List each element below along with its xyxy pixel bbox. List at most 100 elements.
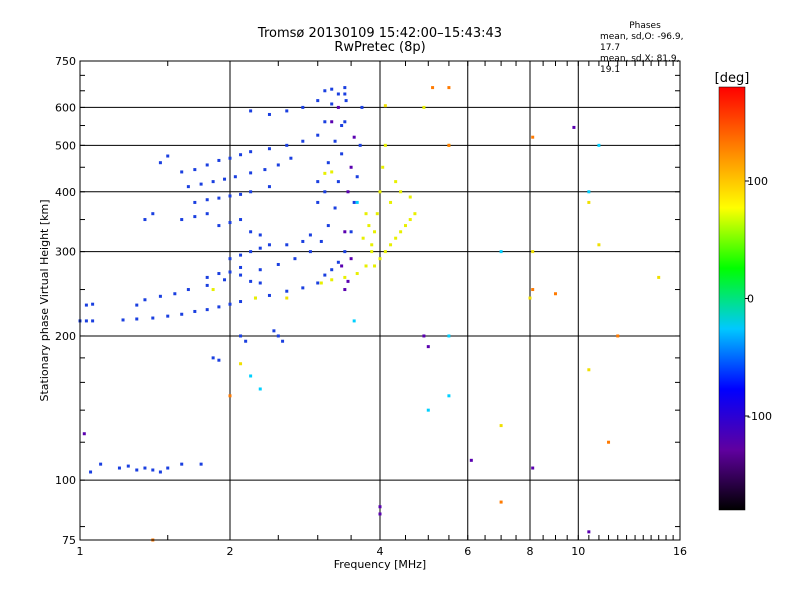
echo-point — [301, 105, 305, 109]
echo-point — [180, 170, 184, 174]
echo-point — [151, 212, 155, 216]
echo-point — [375, 212, 379, 216]
echo-point — [143, 466, 147, 470]
echo-point — [151, 468, 155, 472]
echo-point — [249, 279, 253, 283]
echo-point — [336, 92, 340, 96]
echo-point — [333, 206, 337, 210]
echo-point — [308, 250, 312, 254]
echo-point — [180, 312, 184, 316]
x-tick-label: 6 — [464, 545, 471, 558]
echo-point — [205, 198, 209, 202]
echo-point — [381, 165, 385, 169]
echo-point — [84, 303, 88, 307]
echo-point — [276, 163, 280, 167]
echo-point — [301, 239, 305, 243]
echo-point — [99, 462, 103, 466]
echo-point — [316, 200, 320, 204]
echo-point — [349, 165, 353, 169]
echo-point — [389, 243, 393, 247]
echo-point — [158, 161, 162, 165]
echo-point — [158, 294, 162, 298]
echo-point — [205, 308, 209, 312]
echo-point — [199, 462, 203, 466]
echo-point — [447, 143, 451, 147]
echo-point — [217, 196, 221, 200]
echo-point — [135, 317, 139, 321]
echo-point — [344, 99, 348, 103]
echo-point — [244, 339, 248, 343]
echo-point — [233, 175, 237, 179]
echo-point — [408, 195, 412, 199]
y-tick-label: 200 — [55, 330, 76, 343]
echo-point — [343, 120, 347, 124]
echo-point — [205, 283, 209, 287]
echo-point — [217, 224, 221, 228]
colorbar-tick-label: -100 — [747, 410, 772, 423]
echo-point — [343, 230, 347, 234]
echo-point — [249, 374, 253, 378]
echo-point — [285, 289, 289, 293]
echo-point — [267, 293, 271, 297]
echo-point — [360, 105, 364, 109]
echo-point — [383, 250, 387, 254]
echo-point — [378, 505, 382, 509]
echo-point — [281, 339, 285, 343]
echo-point — [249, 230, 253, 234]
echo-point — [301, 286, 305, 290]
echo-point — [361, 236, 365, 240]
echo-point — [394, 236, 398, 240]
echo-point — [343, 288, 347, 292]
y-axis-ticks: 75 100 200 300 400 500 600 750 — [55, 55, 680, 547]
echo-point — [228, 394, 232, 398]
y-tick-label: 600 — [55, 101, 76, 114]
echo-point — [587, 368, 591, 372]
echo-point — [193, 168, 197, 172]
echo-point — [343, 275, 347, 279]
echo-point — [352, 319, 356, 323]
echo-point — [657, 275, 661, 279]
echo-point — [364, 264, 368, 268]
echo-point — [326, 161, 330, 165]
echo-point — [373, 264, 377, 268]
echo-point — [217, 358, 221, 362]
x-tick-label: 1 — [77, 545, 84, 558]
x-tick-label: 10 — [571, 545, 585, 558]
echo-point — [249, 190, 253, 194]
echo-point — [267, 112, 271, 116]
echo-point — [121, 318, 125, 322]
y-tick-label: 300 — [55, 246, 76, 259]
y-tick-label: 400 — [55, 186, 76, 199]
echo-point — [228, 221, 232, 225]
echo-point — [447, 394, 451, 398]
echo-point — [399, 230, 403, 234]
echo-point — [431, 86, 435, 90]
echo-point — [267, 243, 271, 247]
echo-point — [330, 120, 334, 124]
echo-point — [217, 272, 221, 276]
echo-point — [340, 264, 344, 268]
echo-point — [263, 168, 267, 172]
echo-point — [597, 243, 601, 247]
echo-point — [469, 458, 473, 462]
echo-point — [258, 281, 262, 285]
echo-point — [403, 224, 407, 228]
colorbar-tick-label: 100 — [747, 175, 768, 188]
echo-point — [499, 424, 503, 428]
echo-point — [355, 272, 359, 276]
echo-point — [343, 92, 347, 96]
y-tick-label: 75 — [62, 534, 76, 547]
echo-point — [301, 139, 305, 143]
echo-point — [91, 319, 95, 323]
echo-points — [78, 86, 661, 542]
echo-point — [349, 230, 353, 234]
chart-title: Tromsø 20130109 15:42:00–15:43:43 RwPret… — [230, 27, 530, 55]
echo-point — [228, 270, 232, 274]
echo-point — [186, 288, 190, 292]
echo-point — [330, 170, 334, 174]
echo-point — [378, 190, 382, 194]
y-axis-label: Stationary phase Virtual Height [km] — [38, 199, 51, 401]
echo-point — [272, 329, 276, 333]
phase-stats: Phases mean, sd,O: -96.9, 17.7 mean, sd,… — [600, 21, 690, 76]
